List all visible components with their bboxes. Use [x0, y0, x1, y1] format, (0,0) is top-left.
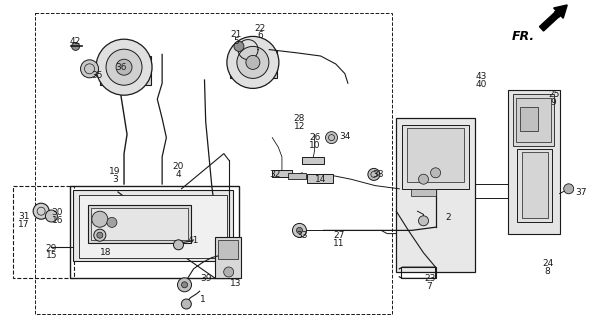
Bar [516, 98, 551, 142]
Circle shape [431, 168, 440, 178]
Bar [79, 195, 227, 258]
Text: 36: 36 [115, 63, 127, 72]
Text: 21: 21 [231, 30, 241, 39]
Circle shape [246, 55, 260, 69]
Bar [288, 173, 306, 179]
Circle shape [174, 240, 183, 250]
Bar [70, 186, 239, 278]
Text: 31: 31 [18, 212, 30, 220]
Bar [230, 51, 277, 78]
Circle shape [107, 217, 117, 228]
Circle shape [97, 232, 103, 238]
Text: 15: 15 [45, 252, 57, 260]
Circle shape [71, 43, 80, 51]
Circle shape [237, 46, 269, 78]
Circle shape [106, 49, 142, 85]
Bar [407, 128, 464, 182]
Text: 19: 19 [109, 167, 121, 176]
Circle shape [564, 184, 574, 194]
Text: FR.: FR. [512, 30, 535, 43]
Circle shape [182, 282, 188, 288]
Text: 30: 30 [51, 208, 64, 217]
Bar [88, 205, 191, 243]
Circle shape [419, 174, 428, 184]
Text: 42: 42 [70, 37, 81, 46]
Text: 35: 35 [91, 71, 103, 80]
Bar [517, 149, 552, 222]
Text: 20: 20 [173, 162, 184, 171]
Circle shape [80, 60, 99, 78]
Circle shape [96, 39, 152, 95]
Circle shape [227, 36, 279, 88]
Bar [272, 170, 292, 177]
Circle shape [234, 41, 244, 52]
Text: 5: 5 [233, 37, 239, 46]
Text: 16: 16 [51, 216, 64, 225]
Bar [401, 267, 436, 278]
Text: 11: 11 [333, 239, 345, 248]
Circle shape [182, 299, 191, 309]
Bar [513, 94, 554, 146]
Bar [302, 157, 324, 164]
Text: 26: 26 [309, 133, 320, 142]
Text: 2: 2 [445, 213, 451, 222]
Bar [508, 90, 560, 234]
Text: 8: 8 [544, 268, 551, 276]
Circle shape [177, 278, 192, 292]
Text: 34: 34 [339, 132, 350, 140]
Bar [73, 190, 233, 261]
Bar [215, 237, 241, 278]
FancyArrow shape [540, 5, 567, 31]
Bar [307, 174, 333, 183]
Text: 17: 17 [18, 220, 30, 228]
Circle shape [419, 216, 428, 226]
Text: 1: 1 [200, 295, 206, 304]
Text: 25: 25 [548, 90, 559, 99]
Text: 24: 24 [542, 260, 553, 268]
Text: 10: 10 [309, 141, 321, 150]
Bar [100, 56, 151, 85]
Bar [35, 13, 392, 314]
Circle shape [116, 59, 132, 75]
Text: 41: 41 [188, 236, 199, 244]
Text: 29: 29 [46, 244, 57, 252]
Text: 22: 22 [255, 24, 266, 33]
Bar [91, 208, 188, 240]
Text: 28: 28 [294, 114, 305, 123]
Circle shape [33, 203, 49, 219]
Text: 38: 38 [372, 170, 384, 179]
Bar [218, 240, 238, 259]
Text: 6: 6 [257, 31, 263, 40]
Text: 13: 13 [230, 279, 242, 288]
Text: 37: 37 [575, 188, 587, 196]
Bar [402, 125, 469, 189]
Text: 23: 23 [424, 274, 435, 283]
Text: 3: 3 [112, 175, 118, 184]
Circle shape [45, 210, 57, 222]
Circle shape [292, 223, 307, 237]
Circle shape [224, 267, 234, 277]
Text: 9: 9 [551, 98, 557, 107]
Text: 4: 4 [175, 170, 182, 179]
Circle shape [325, 132, 338, 144]
Text: 43: 43 [476, 72, 486, 81]
Circle shape [368, 168, 380, 180]
Circle shape [92, 211, 108, 227]
Bar [520, 107, 538, 131]
Text: 40: 40 [476, 80, 486, 89]
Text: 32: 32 [270, 170, 281, 179]
Text: 7: 7 [427, 282, 433, 291]
Circle shape [94, 229, 106, 241]
Text: 18: 18 [100, 248, 112, 257]
Bar [522, 152, 548, 218]
Bar [13, 186, 74, 278]
Text: 27: 27 [333, 231, 344, 240]
Bar [396, 118, 475, 272]
Text: 39: 39 [200, 274, 212, 283]
Circle shape [296, 228, 302, 233]
Text: 14: 14 [315, 175, 326, 184]
Bar [411, 189, 436, 196]
Text: 12: 12 [294, 122, 305, 131]
Text: 33: 33 [296, 231, 309, 240]
